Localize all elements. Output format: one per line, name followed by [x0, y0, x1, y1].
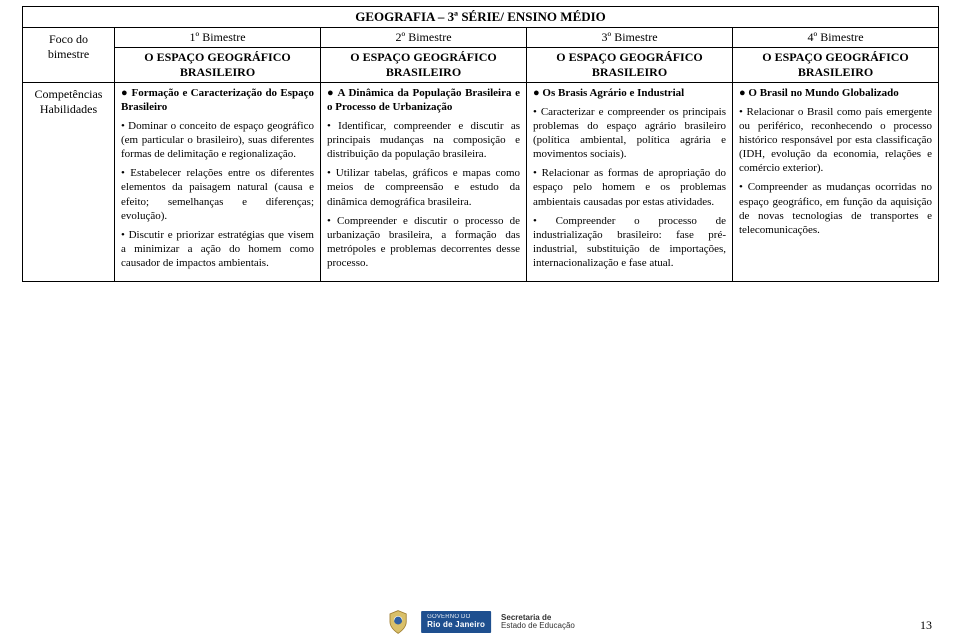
content-col-2: ● A Dinâmica da População Brasileira e o…: [321, 83, 527, 282]
col3-p3: • Compreender o processo de industrializ…: [533, 214, 726, 270]
bimestre-row: Foco do bimestre 1º Bimestre 2º Bimestre…: [23, 28, 939, 48]
comp-label-line2: Habilidades: [40, 102, 97, 116]
bimestre-1: 1º Bimestre: [115, 28, 321, 48]
competencias-label: Competências Habilidades: [23, 83, 115, 282]
col1-p1: • Dominar o conceito de espaço geográfic…: [121, 119, 314, 161]
foco-label-line1: Foco do: [49, 32, 88, 46]
foco-cell-4: O ESPAÇO GEOGRÁFICO BRASILEIRO: [733, 48, 939, 83]
col3-p2: • Relacionar as formas de apropriação do…: [533, 166, 726, 208]
gov-line1: GOVERNO DO: [427, 614, 485, 621]
col4-p2: • Compreender as mudanças ocorridas no e…: [739, 180, 932, 236]
curriculum-table: GEOGRAFIA – 3ª SÉRIE/ ENSINO MÉDIO Foco …: [22, 6, 939, 282]
content-col-1: ● Formação e Caracterização do Espaço Br…: [115, 83, 321, 282]
topic-3: ● Os Brasis Agrário e Industrial: [533, 86, 726, 100]
bimestre-4: 4º Bimestre: [733, 28, 939, 48]
foco-cell-1: O ESPAÇO GEOGRÁFICO BRASILEIRO: [115, 48, 321, 83]
foco-cell-3: O ESPAÇO GEOGRÁFICO BRASILEIRO: [527, 48, 733, 83]
bimestre-3: 3º Bimestre: [527, 28, 733, 48]
col2-p1: • Identificar, compreender e discutir as…: [327, 119, 520, 161]
foco-label: Foco do bimestre: [23, 28, 115, 83]
sec-line2: Estado de Educação: [501, 622, 575, 630]
title-row: GEOGRAFIA – 3ª SÉRIE/ ENSINO MÉDIO: [23, 7, 939, 28]
topic-2: ● A Dinâmica da População Brasileira e o…: [327, 86, 520, 114]
gov-logo-box: GOVERNO DO Rio de Janeiro: [421, 611, 491, 632]
topic-1: ● Formação e Caracterização do Espaço Br…: [121, 86, 314, 114]
col2-p2: • Utilizar tabelas, gráficos e mapas com…: [327, 166, 520, 208]
topic-4: ● O Brasil no Mundo Globalizado: [739, 86, 932, 100]
comp-label-line1: Competências: [35, 87, 103, 101]
state-crest-icon: [385, 609, 411, 635]
foco-label-line2: bimestre: [48, 47, 89, 61]
foco-row: O ESPAÇO GEOGRÁFICO BRASILEIRO O ESPAÇO …: [23, 48, 939, 83]
bimestre-2: 2º Bimestre: [321, 28, 527, 48]
table-title: GEOGRAFIA – 3ª SÉRIE/ ENSINO MÉDIO: [23, 7, 939, 28]
secretaria-label: Secretaria de Estado de Educação: [501, 614, 575, 631]
footer-logos: GOVERNO DO Rio de Janeiro Secretaria de …: [385, 609, 575, 635]
page-container: GEOGRAFIA – 3ª SÉRIE/ ENSINO MÉDIO Foco …: [0, 0, 960, 282]
gov-line2: Rio de Janeiro: [427, 621, 485, 630]
col4-p1: • Relacionar o Brasil como país emergent…: [739, 105, 932, 175]
foco-cell-2: O ESPAÇO GEOGRÁFICO BRASILEIRO: [321, 48, 527, 83]
content-row: Competências Habilidades ● Formação e Ca…: [23, 83, 939, 282]
col2-p3: • Compreender e discutir o processo de u…: [327, 214, 520, 270]
content-col-4: ● O Brasil no Mundo Globalizado • Relaci…: [733, 83, 939, 282]
page-number: 13: [920, 618, 932, 633]
col1-p2: • Estabelecer relações entre os diferent…: [121, 166, 314, 222]
col1-p3: • Discutir e priorizar estratégias que v…: [121, 228, 314, 270]
content-col-3: ● Os Brasis Agrário e Industrial • Carac…: [527, 83, 733, 282]
col3-p1: • Caracterizar e compreender os principa…: [533, 105, 726, 161]
